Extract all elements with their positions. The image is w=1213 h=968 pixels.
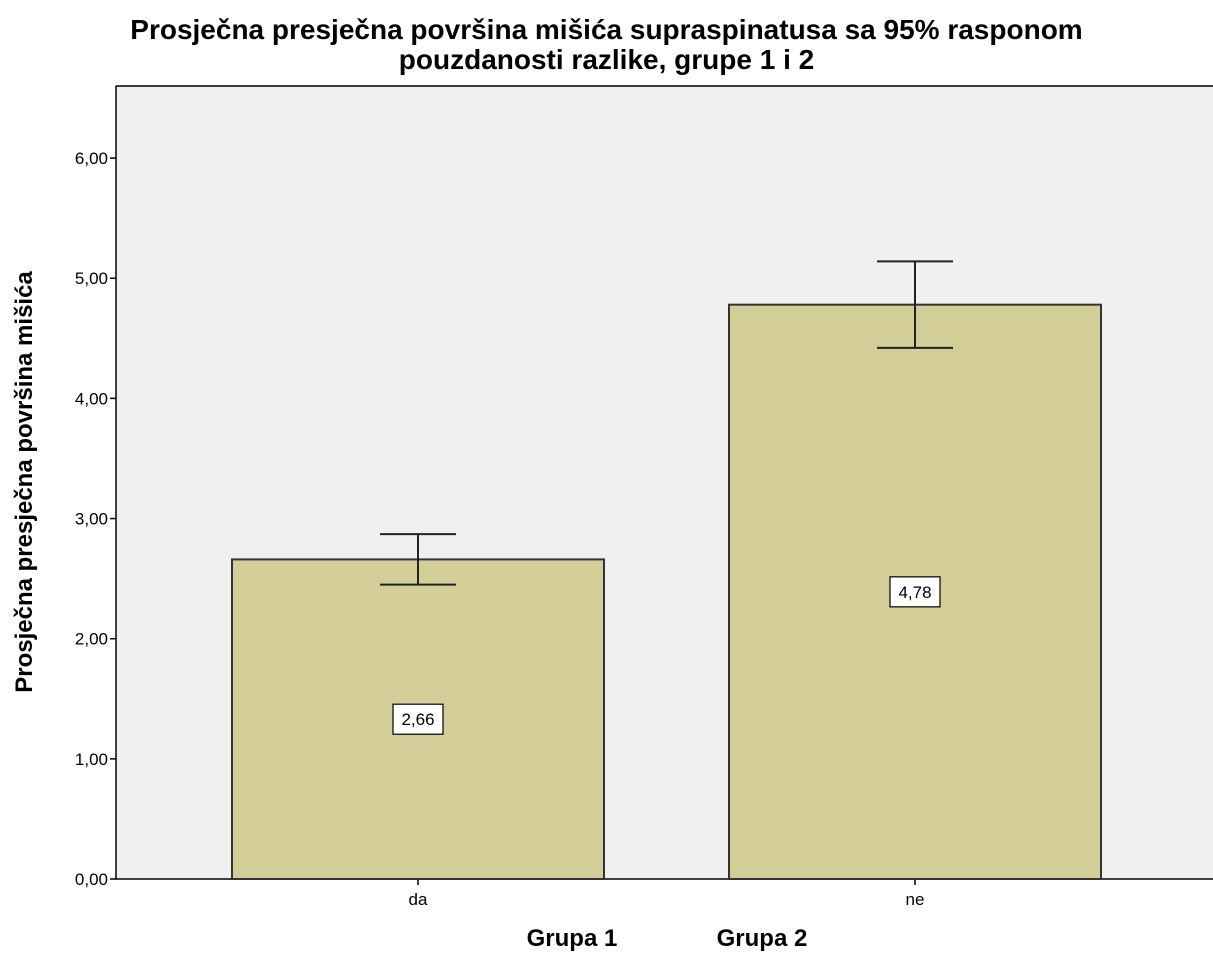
y-tick-label: 4,00 (75, 389, 108, 408)
value-labels: 2,66 4,78 (392, 576, 941, 735)
y-tick-label: 1,00 (75, 750, 108, 769)
y-tick-label: 5,00 (75, 269, 108, 288)
y-axis: 0,00 1,00 2,00 3,00 4,00 5,00 6,00 (75, 85, 1213, 889)
y-tick-label: 6,00 (75, 149, 108, 168)
value-label-box (889, 576, 941, 608)
bars (231, 303, 1102, 880)
x-axis: da ne (116, 878, 1213, 909)
y-tick-label: 3,00 (75, 510, 108, 529)
value-label-text: 4,78 (898, 583, 931, 602)
y-tick-label: 2,00 (75, 630, 108, 649)
y-tick-label: 0,00 (75, 870, 108, 889)
x-tick-label-da: da (409, 890, 428, 909)
value-label-da: 2,66 (392, 703, 444, 735)
chart-title-line-2: pouzdanosti razlike, grupe 1 i 2 (398, 44, 815, 75)
value-label-box (392, 703, 444, 735)
value-label-text: 2,66 (401, 710, 434, 729)
y-axis-label: Prosječna presječna površina mišića (11, 271, 38, 693)
value-label-ne: 4,78 (889, 576, 941, 608)
chart-title-line-1: Prosječna presječna površina mišića supr… (130, 14, 1083, 45)
error-bars (380, 260, 953, 586)
x-group-label-2: Grupa 2 (717, 925, 808, 952)
x-tick-label-ne: ne (906, 890, 925, 909)
x-group-label-1: Grupa 1 (527, 925, 618, 952)
